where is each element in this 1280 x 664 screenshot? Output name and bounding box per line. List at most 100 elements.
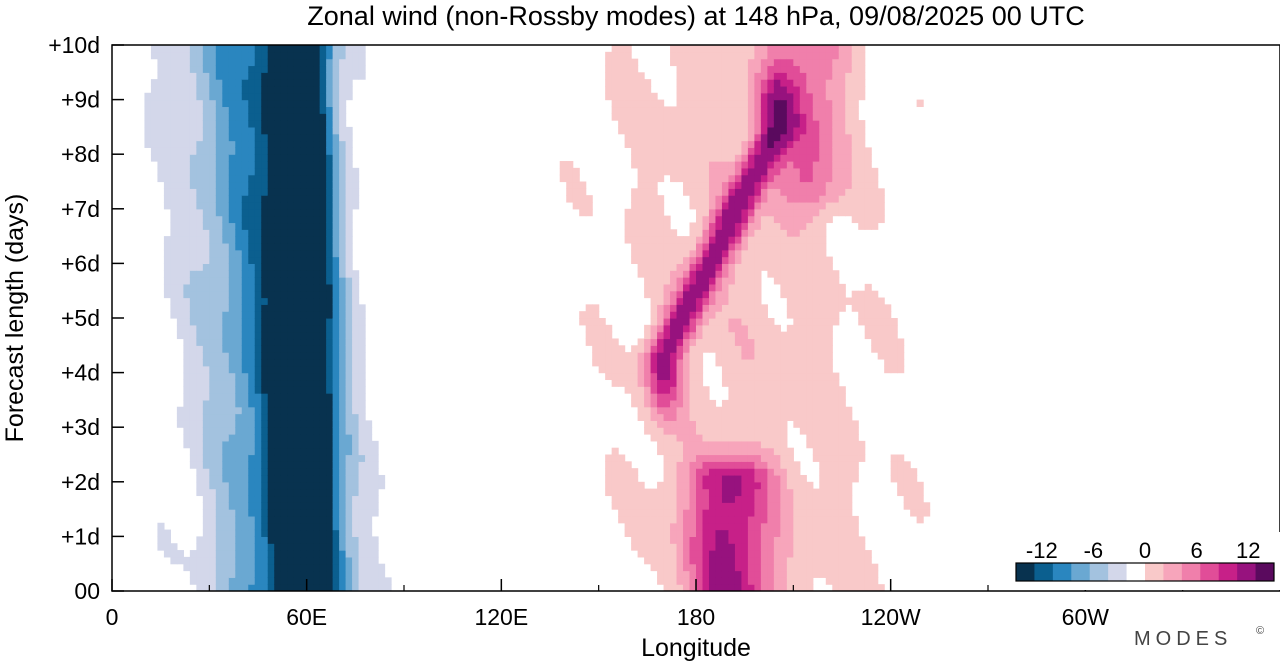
field-cell — [728, 201, 736, 210]
field-cell — [786, 481, 794, 490]
field-cell — [676, 577, 684, 585]
field-cell — [786, 195, 794, 203]
field-cell — [222, 181, 230, 189]
field-cell — [696, 474, 704, 483]
field-cell — [326, 133, 334, 142]
field-cell — [741, 113, 749, 121]
field-cell — [339, 236, 347, 244]
field-cell — [248, 352, 256, 360]
field-cell — [670, 372, 678, 381]
field-cell — [365, 570, 373, 578]
field-cell — [806, 440, 814, 449]
field-cell — [819, 113, 827, 121]
field-cell — [702, 154, 710, 162]
field-cell — [267, 379, 275, 387]
field-cell — [767, 270, 775, 278]
field-cell — [280, 399, 288, 408]
field-cell — [747, 242, 755, 251]
field-cell — [741, 72, 749, 80]
field-cell — [734, 509, 743, 517]
field-cell — [734, 215, 743, 224]
field-cell — [702, 201, 710, 210]
field-cell — [254, 352, 262, 360]
field-cell — [650, 434, 658, 442]
field-cell — [339, 386, 347, 394]
field-cell — [721, 399, 730, 408]
field-cell — [235, 577, 243, 585]
field-cell — [631, 147, 639, 155]
field-cell — [780, 113, 788, 121]
field-cell — [819, 106, 827, 114]
field-cell — [306, 270, 314, 278]
field-cell — [637, 338, 645, 346]
field-cell — [248, 188, 256, 196]
field-cell — [319, 311, 327, 319]
field-cell — [637, 386, 645, 394]
field-cell — [637, 188, 645, 196]
field-cell — [345, 140, 353, 148]
field-cell — [306, 242, 314, 251]
field-cell — [767, 120, 775, 128]
field-cell — [741, 563, 749, 572]
field-cell — [202, 188, 210, 196]
field-cell — [702, 79, 710, 87]
field-cell — [728, 167, 736, 176]
field-cell — [326, 188, 334, 196]
field-cell — [663, 352, 671, 360]
field-cell — [708, 290, 717, 299]
field-cell — [721, 543, 730, 551]
field-cell — [261, 331, 269, 340]
field-cell — [358, 502, 366, 510]
field-cell — [228, 488, 236, 497]
field-cell — [767, 393, 775, 401]
field-cell — [786, 270, 794, 278]
field-cell — [254, 58, 262, 67]
field-cell — [851, 201, 859, 210]
field-cell — [670, 386, 678, 394]
field-cell — [799, 120, 807, 128]
field-cell — [228, 427, 236, 435]
field-cell — [696, 270, 704, 278]
field-cell — [806, 345, 814, 353]
field-cell — [345, 188, 353, 196]
field-cell — [254, 188, 262, 196]
field-cell — [696, 393, 704, 401]
field-cell — [313, 488, 321, 497]
field-cell — [767, 331, 775, 340]
field-cell — [235, 65, 243, 73]
field-cell — [202, 51, 210, 60]
field-cell — [631, 468, 639, 476]
field-cell — [365, 536, 373, 544]
field-cell — [209, 318, 217, 326]
field-cell — [358, 509, 366, 517]
field-cell — [176, 270, 184, 278]
field-cell — [715, 556, 723, 565]
field-cell — [728, 556, 736, 565]
field-cell — [832, 174, 840, 183]
field-cell — [715, 413, 723, 421]
field-cell — [747, 318, 755, 326]
field-cell — [650, 106, 658, 114]
field-cell — [812, 277, 820, 285]
field-cell — [313, 543, 321, 551]
field-cell — [663, 413, 671, 421]
field-cell — [754, 236, 762, 244]
field-cell — [345, 58, 353, 67]
field-cell — [274, 529, 282, 537]
field-cell — [832, 495, 840, 503]
field-cell — [326, 256, 334, 264]
field-cell — [345, 529, 353, 537]
field-cell — [365, 495, 373, 503]
field-cell — [150, 154, 159, 162]
field-cell — [248, 85, 256, 94]
field-cell — [280, 447, 288, 456]
field-cell — [793, 399, 801, 408]
field-cell — [786, 365, 794, 374]
field-cell — [734, 331, 743, 340]
field-cell — [760, 543, 768, 551]
field-cell — [248, 502, 256, 510]
field-cell — [215, 222, 223, 230]
field-cell — [721, 338, 730, 346]
field-cell — [313, 106, 321, 114]
field-cell — [209, 434, 217, 442]
